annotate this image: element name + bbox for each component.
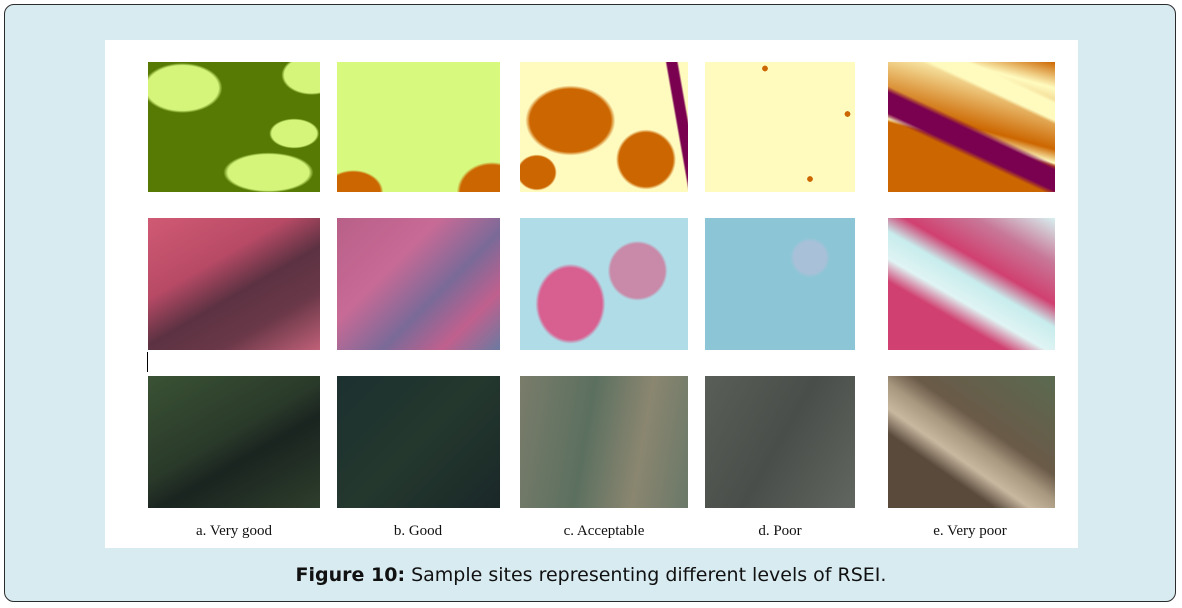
caption-label: Figure 10:: [296, 564, 406, 586]
satellite-true-color: [888, 376, 1055, 508]
column-label: b. Good: [318, 523, 518, 540]
column-label: d. Poor: [680, 523, 880, 540]
satellite-true-color: [337, 376, 500, 508]
satellite-false-color: [337, 218, 500, 350]
satellite-false-color: [705, 218, 855, 350]
satellite-false-color: [148, 218, 320, 350]
rsei-map: [520, 62, 688, 192]
column-label: e. Very poor: [870, 523, 1070, 540]
rsei-map: [888, 62, 1055, 192]
column-label: a. Very good: [134, 523, 334, 540]
text-cursor: [147, 352, 148, 372]
satellite-false-color: [888, 218, 1055, 350]
caption: Figure 10:Sample sites representing diff…: [0, 564, 1182, 586]
rsei-map: [148, 62, 320, 192]
page: a. Very good b. Good c. Acceptable d. Po…: [0, 0, 1182, 608]
satellite-true-color: [148, 376, 320, 508]
satellite-true-color: [520, 376, 688, 508]
caption-text: Sample sites representing different leve…: [411, 564, 886, 586]
satellite-false-color: [520, 218, 688, 350]
rsei-map: [705, 62, 855, 192]
satellite-true-color: [705, 376, 855, 508]
rsei-map: [337, 62, 500, 192]
column-label: c. Acceptable: [504, 523, 704, 540]
